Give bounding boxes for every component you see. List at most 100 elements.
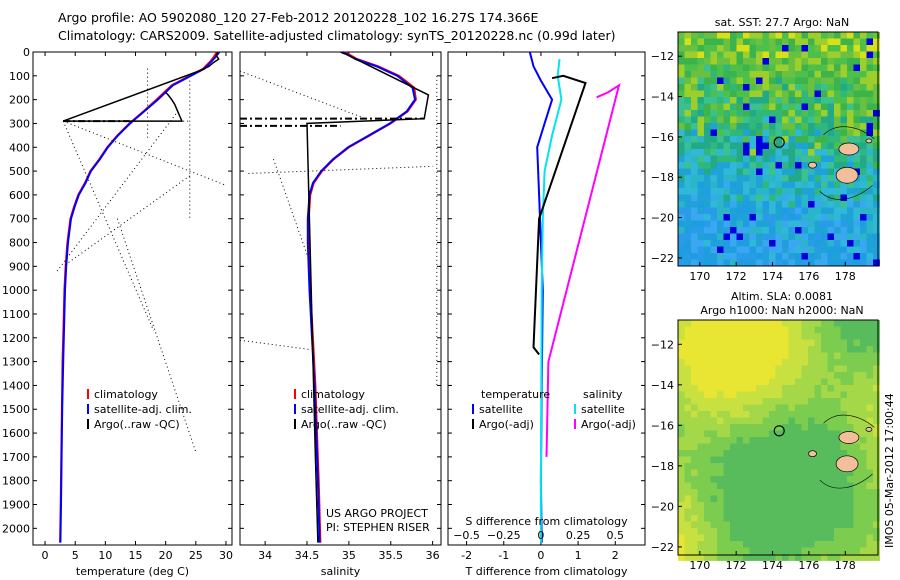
map-cell xyxy=(730,424,737,431)
map-cell xyxy=(853,534,861,542)
map-cell xyxy=(775,240,783,247)
map-cell xyxy=(678,398,685,405)
map-cell xyxy=(743,194,750,202)
map-cell xyxy=(821,155,828,163)
map-cell xyxy=(873,201,880,208)
map-cell xyxy=(691,411,698,418)
map-cell xyxy=(847,450,854,457)
map-cell xyxy=(704,38,711,46)
map-cell xyxy=(795,246,802,254)
map-cell xyxy=(860,103,867,111)
map-cell xyxy=(834,430,841,438)
x-tick-label: 0 xyxy=(42,549,49,562)
map-cell xyxy=(756,424,763,431)
map-cell xyxy=(821,181,828,189)
map-cell xyxy=(684,123,692,130)
map-cell xyxy=(853,64,861,72)
map-cell xyxy=(717,168,724,176)
map-cell xyxy=(801,339,809,347)
map-cell xyxy=(710,51,718,59)
map-cell xyxy=(704,58,711,65)
map-cell xyxy=(782,417,789,425)
map-cell xyxy=(873,528,880,535)
map-title: sat. SST: 27.7 Argo: NaN xyxy=(715,16,849,29)
map-cell xyxy=(847,155,854,163)
map-cell xyxy=(743,502,750,509)
map-cell xyxy=(769,365,776,373)
map-cell xyxy=(704,333,711,340)
map-cell xyxy=(866,398,874,405)
map-cell xyxy=(873,90,880,98)
map-cell xyxy=(808,320,815,327)
map-cell xyxy=(853,372,861,379)
map-cell xyxy=(827,103,835,111)
y-tick-label: 1400 xyxy=(2,379,30,392)
map-cell xyxy=(808,103,815,111)
map-cell xyxy=(853,253,861,260)
map-cell xyxy=(762,508,770,516)
map-cell xyxy=(704,214,711,221)
map-cell xyxy=(840,333,848,340)
map-cell xyxy=(697,175,705,182)
map-cell xyxy=(717,554,724,561)
map-cell xyxy=(775,528,783,535)
map-cell xyxy=(756,378,763,386)
map-cell xyxy=(704,411,711,418)
map-cell xyxy=(678,456,685,464)
map-cell xyxy=(840,90,848,98)
map-cell xyxy=(873,378,880,386)
map-cell xyxy=(847,411,854,418)
map-cell xyxy=(782,162,789,169)
map-cell xyxy=(834,352,841,360)
map-cell xyxy=(717,528,724,535)
map-cell xyxy=(769,38,776,46)
map-cell xyxy=(678,233,685,241)
map-cell xyxy=(860,259,867,267)
map-cell xyxy=(840,469,848,477)
map-cell xyxy=(808,240,815,247)
map-cell xyxy=(756,417,763,425)
map-cell xyxy=(808,333,815,340)
map-cell xyxy=(860,385,867,392)
map-cell xyxy=(684,515,692,522)
map-cell xyxy=(840,188,848,195)
map-cell xyxy=(782,469,789,477)
map-cell xyxy=(873,162,880,169)
map-cell xyxy=(717,51,724,59)
map-cell xyxy=(756,110,763,117)
map-cell xyxy=(873,541,880,548)
map-cell xyxy=(769,136,776,143)
map-cell xyxy=(697,116,705,124)
map-cell xyxy=(827,175,835,182)
map-cell xyxy=(795,346,802,353)
map-cell xyxy=(691,326,698,334)
map-cell xyxy=(717,227,724,234)
map-cell xyxy=(691,32,698,39)
map-cell xyxy=(678,32,685,39)
map-cell xyxy=(788,320,796,327)
map-cell xyxy=(853,417,861,425)
map-cell xyxy=(821,175,828,182)
map-cell xyxy=(801,97,809,104)
map-cell xyxy=(866,391,874,399)
map-cell xyxy=(762,149,770,156)
difference-panel: -2 -1 0 1 2T difference from climatologytemp… xyxy=(447,51,646,578)
map-cell xyxy=(775,391,783,399)
map-cell xyxy=(743,411,750,418)
map-cell xyxy=(743,90,750,98)
map-cell xyxy=(821,227,828,234)
map-cell xyxy=(723,443,731,451)
map-cell xyxy=(678,534,685,542)
map-cell xyxy=(697,320,705,327)
legend-entry: climatology xyxy=(94,388,158,401)
map-cell xyxy=(860,71,867,78)
map-cell xyxy=(827,181,835,189)
map-cell xyxy=(782,207,789,215)
map-cell xyxy=(743,365,750,373)
map-cell xyxy=(743,214,750,221)
map-cell xyxy=(762,201,770,208)
map-cell xyxy=(866,352,874,360)
map-cell xyxy=(860,84,867,91)
map-cell xyxy=(684,495,692,503)
map-cell xyxy=(814,547,822,555)
